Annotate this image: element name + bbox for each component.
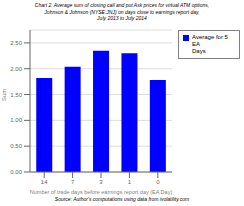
html-text:Chart 2. Average sum of closin: Chart 2. Average sum of closing call and… [34, 2, 210, 8]
svg-text:0: 0 [156, 179, 160, 185]
svg-text:1.00: 1.00 [10, 117, 22, 123]
svg-text:1.50: 1.50 [10, 92, 22, 98]
svg-text:Number of trade days before ea: Number of trade days before earnings rep… [30, 189, 173, 195]
html-text:Source: Author's computations: Source: Author's computations using data… [54, 196, 190, 202]
html-text:Days: Days [192, 48, 206, 54]
svg-text:3: 3 [99, 179, 103, 185]
html-text:Average for 5 EA: Average for 5 EA [192, 34, 228, 47]
svg-text:14: 14 [41, 179, 48, 185]
svg-text:1: 1 [128, 179, 132, 185]
svg-text:0.50: 0.50 [10, 143, 22, 149]
svg-text:0.00: 0.00 [10, 169, 22, 175]
svg-text:2.00: 2.00 [10, 66, 22, 72]
svg-text:2.50: 2.50 [10, 40, 22, 46]
html-text:July 2013 to July 2014: July 2013 to July 2014 [97, 15, 147, 21]
html-text:Johnson & Johnson (NYSE:JNJ) o: Johnson & Johnson (NYSE:JNJ) on days clo… [44, 8, 200, 15]
svg-text:7: 7 [71, 179, 75, 185]
